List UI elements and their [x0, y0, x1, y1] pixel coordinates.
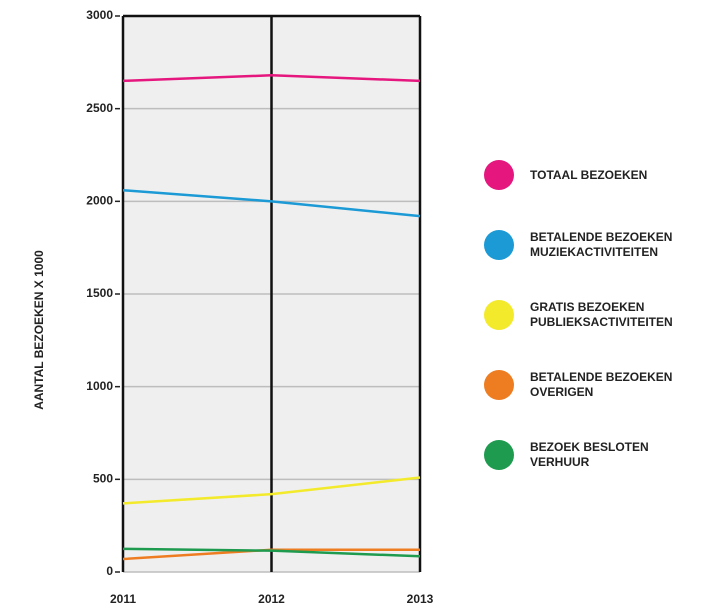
- y-tick-label: 3000: [86, 8, 113, 22]
- series-line: [122, 74, 421, 83]
- legend-label: TOTAAL BEZOEKEN: [530, 167, 648, 182]
- series-line: [122, 547, 421, 558]
- legend-item: BETALENDE BEZOEKEN OVERIGEN: [484, 370, 698, 400]
- legend-item: GRATIS BEZOEKEN PUBLIEKSACTIVITEITEN: [484, 300, 698, 330]
- legend-label: BETALENDE BEZOEKEN OVERIGEN: [530, 370, 673, 399]
- series-line: [122, 188, 421, 218]
- legend-swatch: [484, 230, 514, 260]
- y-tick-label: 1500: [86, 286, 113, 300]
- x-tick-label: 2012: [258, 592, 285, 606]
- y-tick-label: 0: [106, 564, 113, 578]
- legend-label: GRATIS BEZOEKEN PUBLIEKSACTIVITEITEN: [530, 300, 673, 329]
- legend-item: BETALENDE BEZOEKEN MUZIEKACTIVITEITEN: [484, 230, 698, 260]
- x-tick-label: 2011: [110, 592, 136, 606]
- y-tick-label: 2500: [86, 101, 113, 115]
- legend-swatch: [484, 440, 514, 470]
- legend-item: TOTAAL BEZOEKEN: [484, 160, 698, 190]
- x-tick-label: 2013: [407, 592, 434, 606]
- y-tick-label: 1000: [86, 379, 113, 393]
- legend-label: BEZOEK BESLOTEN VERHUUR: [530, 440, 649, 469]
- series-line: [122, 476, 421, 505]
- legend-label: BETALENDE BEZOEKEN MUZIEKACTIVITEITEN: [530, 230, 673, 259]
- y-tick-label: 2000: [86, 194, 113, 208]
- y-tick-label: 500: [93, 472, 113, 486]
- y-axis-label: AANTAL BEZOEKEN X 1000: [32, 250, 46, 410]
- legend-swatch: [484, 300, 514, 330]
- legend-item: BEZOEK BESLOTEN VERHUUR: [484, 440, 698, 470]
- legend-swatch: [484, 160, 514, 190]
- legend-swatch: [484, 370, 514, 400]
